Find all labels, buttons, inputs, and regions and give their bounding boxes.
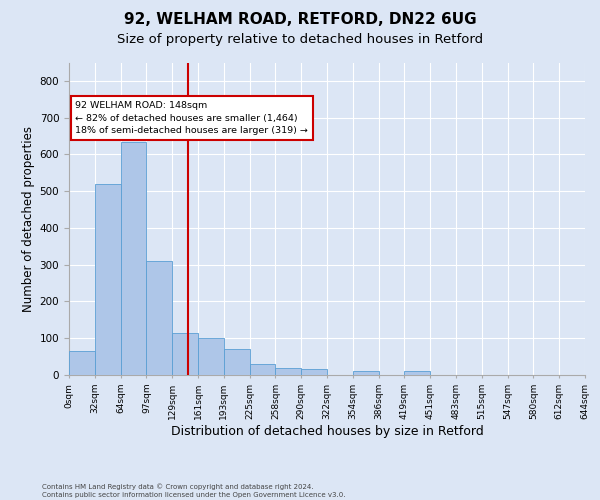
Bar xyxy=(172,332,198,375)
Text: 92, WELHAM ROAD, RETFORD, DN22 6UG: 92, WELHAM ROAD, RETFORD, DN22 6UG xyxy=(124,12,476,28)
X-axis label: Distribution of detached houses by size in Retford: Distribution of detached houses by size … xyxy=(170,424,484,438)
Bar xyxy=(353,372,379,375)
Bar xyxy=(121,142,146,375)
Bar xyxy=(146,261,172,375)
Bar xyxy=(224,350,250,375)
Y-axis label: Number of detached properties: Number of detached properties xyxy=(22,126,35,312)
Text: 92 WELHAM ROAD: 148sqm
← 82% of detached houses are smaller (1,464)
18% of semi-: 92 WELHAM ROAD: 148sqm ← 82% of detached… xyxy=(76,101,308,135)
Bar xyxy=(198,338,224,375)
Bar xyxy=(404,372,430,375)
Bar xyxy=(250,364,275,375)
Text: Contains HM Land Registry data © Crown copyright and database right 2024.
Contai: Contains HM Land Registry data © Crown c… xyxy=(42,484,346,498)
Bar xyxy=(69,351,95,375)
Bar xyxy=(275,368,301,375)
Text: Size of property relative to detached houses in Retford: Size of property relative to detached ho… xyxy=(117,32,483,46)
Bar xyxy=(95,184,121,375)
Bar xyxy=(301,370,327,375)
